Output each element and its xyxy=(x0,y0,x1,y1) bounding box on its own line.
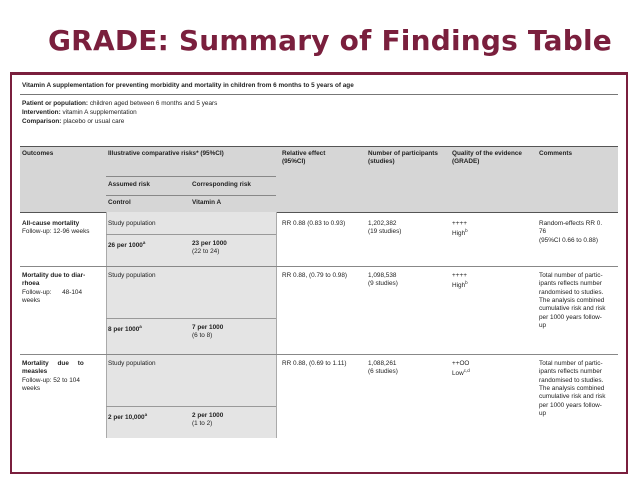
row3-comments: Total number of partic- ipants reflects … xyxy=(539,360,606,417)
row3-outcome: Mortality due to measles Follow-up: 52 t… xyxy=(22,360,84,392)
row1-study-population: Study population xyxy=(108,220,156,227)
row2-quality: ++++ Highb xyxy=(452,272,468,290)
intervention-line: Intervention: vitamin A supplementation xyxy=(22,109,137,116)
row3-assumed: 2 per 10,000a xyxy=(108,412,148,422)
comparison-line: Comparison: placebo or usual care xyxy=(22,118,125,125)
row1-outcome: All-cause mortality Follow-up: 12-96 wee… xyxy=(22,220,90,236)
row2-study-population: Study population xyxy=(108,272,156,279)
row3-quality: ++OO Lowc,d xyxy=(452,360,470,378)
row2-bottom-line xyxy=(20,354,618,355)
risk-column-band xyxy=(106,212,276,438)
population-line: Patient or population: children aged bet… xyxy=(22,100,218,107)
header-illustrative: Illustrative comparative risks* (95%CI) xyxy=(108,150,224,157)
summary-of-findings-table: Vitamin A supplementation for preventing… xyxy=(20,78,618,438)
header-subline-1 xyxy=(106,176,276,177)
header-top-line xyxy=(20,146,618,147)
caption-divider xyxy=(20,94,618,95)
row3-relative: RR 0.88, (0.69 to 1.11) xyxy=(282,360,347,367)
row1-quality: ++++ Highb xyxy=(452,220,468,238)
row1-comments: Random-effects RR 0. 76 (95%CI 0.66 to 0… xyxy=(539,220,603,244)
row1-subline xyxy=(106,234,276,235)
row2-subline xyxy=(106,318,276,319)
row3-corresponding: 2 per 1000 (1 to 2) xyxy=(192,412,224,428)
header-subline-2 xyxy=(106,195,276,196)
slide-title: GRADE: Summary of Findings Table xyxy=(48,24,612,57)
row3-study-population: Study population xyxy=(108,360,156,367)
row2-assumed: 8 per 1000a xyxy=(108,324,142,334)
row1-corresponding: 23 per 1000 (22 to 24) xyxy=(192,240,227,256)
table-caption: Vitamin A supplementation for preventing… xyxy=(22,82,354,89)
vline-1 xyxy=(106,212,107,438)
slide-frame xyxy=(10,72,628,474)
header-band xyxy=(20,146,618,212)
header-quality: Quality of the evidence (GRADE) xyxy=(452,150,522,166)
row2-comments: Total number of partic- ipants reflects … xyxy=(539,272,606,329)
row3-participants: 1,088,261 (6 studies) xyxy=(368,360,398,376)
row2-corresponding: 7 per 1000 (6 to 8) xyxy=(192,324,224,340)
row2-outcome: Mortality due to diar- rhoea Follow-up: … xyxy=(22,272,86,304)
header-comments: Comments xyxy=(539,150,573,157)
header-corresponding: Corresponding risk xyxy=(192,181,251,188)
row1-assumed: 26 per 1000a xyxy=(108,240,146,250)
row3-subline xyxy=(106,406,276,407)
row1-participants: 1,202,382 (19 studies) xyxy=(368,220,402,236)
row2-relative: RR 0.88, (0.79 to 0.98) xyxy=(282,272,348,279)
vline-2 xyxy=(276,212,277,438)
row2-participants: 1,098,538 (9 studies) xyxy=(368,272,398,288)
row1-relative: RR 0.88 (0.83 to 0.93) xyxy=(282,220,346,227)
row1-bottom-line xyxy=(20,266,618,267)
header-bottom-line xyxy=(20,212,618,213)
header-vitamin: Vitamin A xyxy=(192,199,222,206)
header-assumed: Assumed risk xyxy=(108,181,150,188)
header-control: Control xyxy=(108,199,131,206)
header-relative: Relative effect (95%CI) xyxy=(282,150,326,166)
header-participants: Number of participants (studies) xyxy=(368,150,438,166)
header-outcomes: Outcomes xyxy=(22,150,54,157)
